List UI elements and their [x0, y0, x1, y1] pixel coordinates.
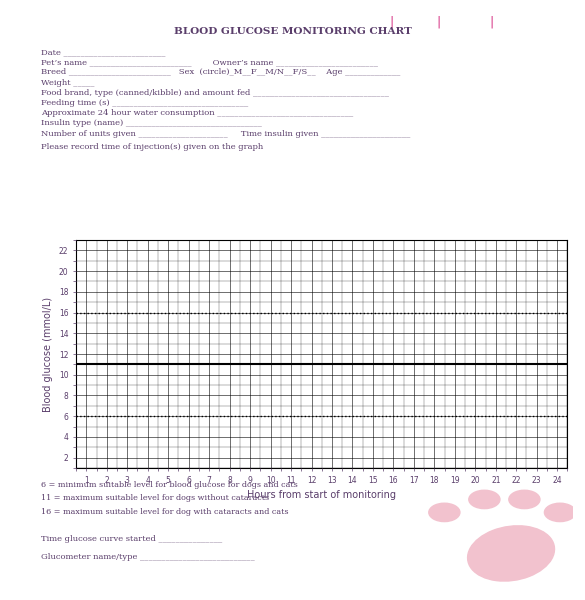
Text: Feeding time (s) ________________________________: Feeding time (s) _______________________…	[41, 99, 248, 107]
Ellipse shape	[429, 503, 460, 521]
Text: |: |	[489, 15, 494, 28]
X-axis label: Hours from start of monitoring: Hours from start of monitoring	[247, 490, 396, 500]
Ellipse shape	[467, 526, 555, 581]
Text: 11 = maximum suitable level for dogs without cataracts: 11 = maximum suitable level for dogs wit…	[41, 494, 269, 502]
Text: Weight _____: Weight _____	[41, 79, 94, 86]
Text: Please record time of injection(s) given on the graph: Please record time of injection(s) given…	[41, 143, 263, 151]
Text: Breed ________________________   Sex  (circle)_M__F__M/N__F/S__    Age _________: Breed ________________________ Sex (circ…	[41, 68, 400, 76]
Text: BLOOD GLUCOSE MONITORING CHART: BLOOD GLUCOSE MONITORING CHART	[174, 27, 411, 36]
Text: Time glucose curve started _______________: Time glucose curve started _____________…	[41, 535, 222, 543]
Text: Pet’s name ________________________        Owner’s name ________________________: Pet’s name ________________________ Owne…	[41, 58, 378, 66]
Text: |: |	[390, 15, 394, 28]
Text: Food brand, type (canned/kibble) and amount fed ________________________________: Food brand, type (canned/kibble) and amo…	[41, 89, 389, 97]
Text: 6 = minimum suitable level for blood glucose for dogs and cats: 6 = minimum suitable level for blood glu…	[41, 481, 298, 489]
Y-axis label: Blood glucose (mmol/L): Blood glucose (mmol/L)	[43, 296, 53, 412]
Text: |: |	[436, 15, 441, 28]
Text: Number of units given _____________________     Time insulin given _____________: Number of units given __________________…	[41, 130, 410, 137]
Text: 16 = maximum suitable level for dog with cataracts and cats: 16 = maximum suitable level for dog with…	[41, 508, 288, 515]
Ellipse shape	[545, 503, 576, 521]
Text: Date ________________________: Date ________________________	[41, 48, 166, 56]
Text: Glucometer name/type ___________________________: Glucometer name/type ___________________…	[41, 553, 254, 561]
Ellipse shape	[509, 490, 540, 509]
Text: Insulin type (name) ________________________________: Insulin type (name) ____________________…	[41, 119, 262, 127]
Text: Approximate 24 hour water consumption ________________________________: Approximate 24 hour water consumption __…	[41, 109, 353, 117]
Ellipse shape	[469, 490, 500, 509]
